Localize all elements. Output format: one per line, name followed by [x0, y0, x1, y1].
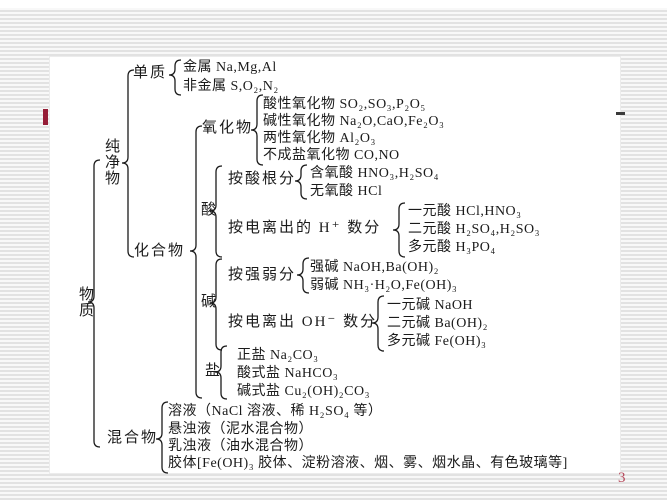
brace [296, 257, 310, 294]
leaf-normal-salt: 正盐 Na₂CO₃ [237, 348, 319, 363]
leaf-oxyacid: 含氧酸 HNO₃,H₂SO₄ [310, 166, 439, 181]
brace [392, 202, 406, 258]
leaf-amphoteric-oxide: 两性氧化物 Al₂O₃ [263, 131, 376, 146]
node-mixture: 混合物 [107, 430, 159, 446]
brace [189, 125, 203, 399]
page-number: 3 [618, 470, 626, 486]
node-oxide: 氧化物 [202, 120, 254, 136]
leaf-solution: 溶液（NaCl 溶液、稀 H₂SO₄ 等） [168, 404, 383, 419]
brace [209, 258, 223, 351]
brace [214, 345, 228, 400]
leaf-diacid: 二元酸 H₂SO₄,H₂SO₃ [408, 222, 541, 237]
node-root: 物质 [78, 287, 94, 319]
leaf-basic-salt: 碱式盐 Cu₂(OH)₂CO₃ [237, 384, 370, 399]
leaf-acid-salt: 酸式盐 NaHCO₃ [237, 366, 339, 381]
leaf-polyacid: 多元酸 H₃PO₄ [408, 240, 496, 255]
top-white-band [0, 0, 667, 8]
node-pure-substance: 纯净物 [104, 139, 120, 187]
node-base-by-oh: 按电离出 OH⁻ 数分 [228, 314, 378, 330]
leaf-weak-base: 弱碱 NH₃·H₂O,Fe(OH)₃ [310, 278, 458, 293]
node-base: 碱 [201, 294, 219, 310]
leaf-polybase: 多元碱 Fe(OH)₃ [387, 334, 487, 349]
brace [121, 69, 135, 258]
leaf-strong-base: 强碱 NaOH,Ba(OH)₂ [310, 260, 440, 275]
node-element: 单质 [133, 65, 168, 81]
leaf-suspension: 悬浊液（泥水混合物） [168, 422, 313, 437]
brace [250, 94, 264, 166]
red-dash-decoration [43, 109, 48, 125]
brace [209, 165, 223, 258]
leaf-monoacid: 一元酸 HCl,HNO₃ [408, 204, 522, 219]
leaf-emulsion: 乳浊液（油水混合物） [168, 439, 313, 454]
node-acid-by-h: 按电离出的 H⁺ 数分 [228, 220, 382, 236]
leaf-basic-oxide: 碱性氧化物 Na₂O,CaO,Fe₂O₃ [263, 114, 445, 129]
brace [155, 401, 169, 474]
leaf-dibase: 二元碱 Ba(OH)₂ [387, 316, 488, 331]
leaf-monobase: 一元碱 NaOH [387, 298, 474, 313]
leaf-nonmetal: 非金属 S,O₂,N₂ [183, 79, 279, 94]
leaf-nonsalt-oxide: 不成盐氧化物 CO,NO [263, 148, 400, 163]
node-salt: 盐 [205, 363, 223, 379]
node-acid: 酸 [201, 202, 219, 218]
brace [168, 59, 182, 96]
slide-content-area [50, 57, 620, 473]
brace [294, 164, 308, 200]
leaf-anoxyacid: 无氧酸 HCl [310, 184, 383, 199]
node-base-by-strength: 按强弱分 [228, 267, 297, 283]
brace [87, 159, 101, 448]
node-compound: 化合物 [134, 243, 186, 259]
black-dash-decoration [616, 112, 625, 115]
leaf-colloid: 胶体[Fe(OH)₃ 胶体、淀粉溶液、烟、雾、烟水晶、有色玻璃等] [168, 456, 568, 471]
leaf-acidic-oxide: 酸性氧化物 SO₂,SO₃,P₂O₅ [263, 97, 426, 112]
leaf-metal: 金属 Na,Mg,Al [183, 60, 277, 75]
brace [371, 295, 385, 352]
node-acid-by-radical: 按酸根分 [228, 171, 297, 187]
